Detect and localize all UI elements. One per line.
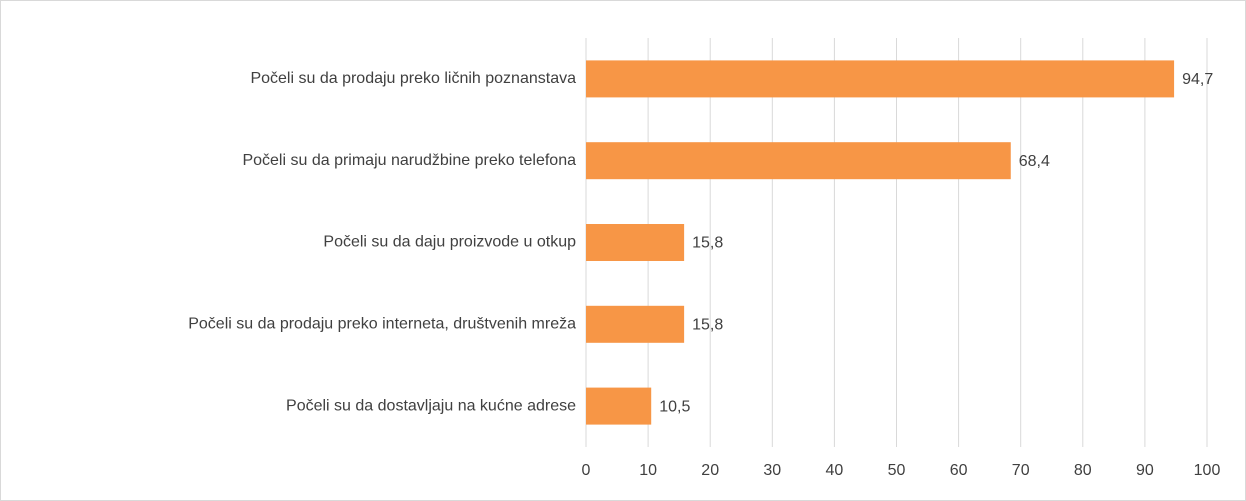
bar <box>586 60 1175 98</box>
y-tick-label: Počeli su da primaju narudžbine preko te… <box>242 152 576 169</box>
y-tick-label: Počeli su da daju proizvode u otkup <box>323 234 576 251</box>
y-tick-label: Počeli su da dostavljaju na kućne adrese <box>286 397 576 414</box>
data-label: 10,5 <box>659 398 690 415</box>
data-label: 15,8 <box>692 317 723 334</box>
bar <box>586 142 1011 180</box>
y-tick-label: Počeli su da prodaju preko ličnih poznan… <box>250 70 576 87</box>
x-tick-label: 40 <box>826 462 844 479</box>
data-label: 15,8 <box>692 235 723 252</box>
x-tick-label: 90 <box>1136 462 1154 479</box>
data-label: 94,7 <box>1182 71 1213 88</box>
x-tick-label: 70 <box>1012 462 1030 479</box>
data-label: 68,4 <box>1019 153 1050 170</box>
bar <box>586 305 685 343</box>
x-tick-label: 10 <box>639 462 657 479</box>
bar <box>586 387 652 425</box>
y-tick-label: Počeli su da prodaju preko interneta, dr… <box>188 316 576 333</box>
x-tick-label: 100 <box>1194 462 1221 479</box>
x-tick-label: 20 <box>701 462 719 479</box>
x-tick-label: 50 <box>888 462 906 479</box>
bar <box>586 224 685 261</box>
x-tick-label: 30 <box>763 462 781 479</box>
x-tick-label: 60 <box>950 462 968 479</box>
x-tick-label: 80 <box>1074 462 1092 479</box>
x-tick-label: 0 <box>582 462 591 479</box>
